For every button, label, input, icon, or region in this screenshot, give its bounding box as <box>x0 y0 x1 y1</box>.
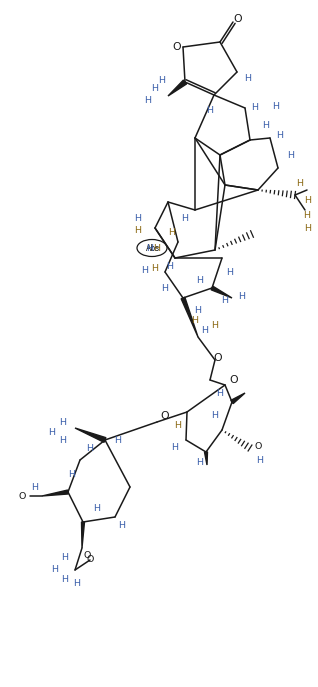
Text: H: H <box>59 418 66 427</box>
Text: O: O <box>161 411 169 421</box>
Text: H: H <box>305 196 312 205</box>
Polygon shape <box>168 80 187 96</box>
Text: H: H <box>171 442 178 451</box>
Text: H: H <box>262 120 269 130</box>
Text: O: O <box>173 42 181 52</box>
Text: H: H <box>114 436 121 444</box>
Text: O: O <box>230 375 238 385</box>
Text: H: H <box>245 74 252 82</box>
Text: H: H <box>182 214 189 223</box>
Text: H: H <box>142 265 149 275</box>
Text: H: H <box>305 223 312 232</box>
Text: H: H <box>68 469 75 479</box>
Text: H: H <box>135 225 142 234</box>
Text: H: H <box>119 521 126 530</box>
Polygon shape <box>75 428 106 442</box>
Text: H: H <box>206 106 213 115</box>
Text: H: H <box>162 284 169 293</box>
Text: H: H <box>61 576 68 585</box>
Text: O: O <box>18 491 26 501</box>
Text: H: H <box>191 315 198 324</box>
Text: H: H <box>59 436 66 444</box>
Text: H: H <box>52 565 59 574</box>
Text: H: H <box>135 214 142 223</box>
Text: H: H <box>169 227 176 236</box>
Text: H: H <box>217 389 224 398</box>
Text: H: H <box>147 243 154 253</box>
Text: O: O <box>83 552 91 561</box>
Text: H: H <box>86 444 93 453</box>
Text: H: H <box>195 306 202 315</box>
Text: H: H <box>197 275 204 284</box>
Text: H: H <box>158 76 165 85</box>
Text: H: H <box>287 150 294 159</box>
Text: H: H <box>175 420 182 429</box>
Text: H: H <box>31 482 38 491</box>
Text: O: O <box>86 556 94 565</box>
Text: H: H <box>222 295 229 304</box>
Text: H: H <box>211 321 218 330</box>
Text: H: H <box>197 458 204 466</box>
Polygon shape <box>42 490 68 496</box>
Text: H: H <box>61 554 68 563</box>
Text: H: H <box>257 455 264 464</box>
Text: H: H <box>252 102 259 111</box>
Text: H: H <box>273 102 280 111</box>
Text: O: O <box>234 14 242 24</box>
Text: O: O <box>214 353 222 363</box>
Polygon shape <box>204 452 208 465</box>
Text: H: H <box>73 578 80 587</box>
Text: H: H <box>226 267 233 276</box>
Polygon shape <box>211 286 232 298</box>
Text: H: H <box>154 243 161 253</box>
Text: Abs: Abs <box>146 243 160 253</box>
Text: O: O <box>254 442 262 451</box>
Text: H: H <box>211 411 218 420</box>
Text: H: H <box>151 264 158 273</box>
Text: H: H <box>151 84 158 93</box>
Text: H: H <box>144 95 151 104</box>
Polygon shape <box>181 297 198 337</box>
Text: H: H <box>303 210 310 220</box>
Polygon shape <box>231 393 245 404</box>
Text: H: H <box>202 326 209 335</box>
Text: H: H <box>296 179 303 188</box>
Text: H: H <box>276 131 284 139</box>
Text: H: H <box>49 427 56 436</box>
Text: H: H <box>238 291 245 300</box>
Text: H: H <box>167 262 174 271</box>
Text: H: H <box>93 504 100 513</box>
Polygon shape <box>81 522 85 548</box>
